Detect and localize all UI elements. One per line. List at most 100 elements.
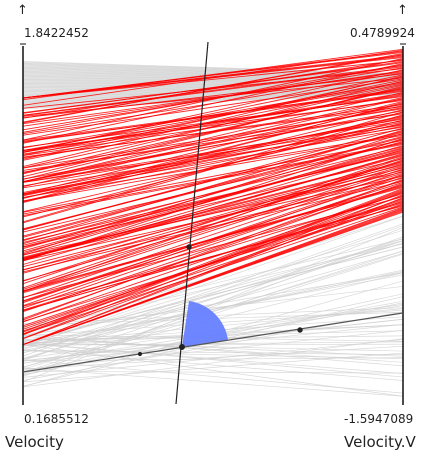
highlighted-data-line — [22, 84, 404, 169]
highlighted-data-line — [22, 179, 404, 309]
highlighted-data-line — [22, 65, 404, 116]
highlighted-data-line — [22, 206, 404, 335]
context-data-line — [22, 342, 404, 378]
highlighted-data-line — [22, 190, 404, 336]
highlighted-data-line — [22, 168, 404, 292]
context-data-line — [22, 250, 404, 359]
brush-axis-vertical — [175, 41, 209, 405]
highlighted-data-line — [22, 102, 404, 203]
highlighted-data-line — [22, 129, 404, 242]
context-data-line — [22, 349, 404, 381]
highlighted-data-line — [22, 146, 404, 241]
highlighted-data-line — [22, 52, 404, 124]
context-data-line — [22, 81, 404, 83]
highlighted-data-line — [22, 153, 404, 265]
highlighted-data-line — [22, 101, 404, 195]
angle-wedge-marker — [182, 301, 228, 347]
highlighted-data-line — [22, 182, 404, 319]
brush-handle-dot — [297, 327, 303, 333]
context-data-line — [22, 342, 404, 352]
highlighted-data-line — [22, 97, 404, 188]
highlighted-data-line — [22, 194, 404, 346]
context-data-line — [22, 370, 404, 374]
context-data-line — [22, 242, 404, 354]
highlighted-data-line — [22, 136, 404, 238]
context-data-line — [22, 223, 404, 357]
highlighted-data-line — [22, 110, 404, 182]
highlighted-data-line — [22, 191, 404, 339]
highlighted-data-line — [22, 156, 404, 285]
highlighted-data-line — [22, 127, 404, 231]
highlighted-data-line — [22, 63, 404, 144]
highlighted-data-line — [22, 75, 404, 167]
left-axis-name: Velocity — [5, 433, 64, 451]
highlighted-data-line — [22, 188, 404, 333]
highlighted-data-line — [22, 174, 404, 307]
highlighted-data-line — [22, 145, 404, 256]
highlighted-data-line — [22, 170, 404, 299]
context-data-line — [22, 240, 404, 350]
highlighted-data-line — [22, 77, 404, 117]
highlighted-data-line — [22, 199, 404, 328]
highlighted-data-line — [22, 111, 404, 223]
highlighted-data-line — [22, 125, 404, 202]
context-data-line — [22, 343, 404, 346]
highlighted-data-line — [22, 128, 404, 195]
highlighted-data-line — [22, 81, 404, 149]
highlighted-data-line — [22, 207, 404, 346]
highlighted-data-line — [22, 61, 404, 114]
highlighted-data-line — [22, 165, 404, 274]
highlighted-data-line — [22, 159, 404, 289]
highlighted-data-line — [22, 58, 404, 141]
highlighted-data-line — [22, 66, 404, 117]
highlighted-data-line — [22, 48, 404, 101]
highlighted-data-line — [22, 60, 404, 99]
highlighted-data-line — [22, 149, 404, 260]
left-axis-min-label: 0.1685512 — [24, 412, 89, 426]
highlighted-data-line — [22, 59, 404, 119]
highlighted-data-line — [22, 109, 404, 203]
highlighted-data-line — [22, 197, 404, 346]
brush-handle-dot — [186, 244, 192, 250]
context-data-line — [22, 90, 404, 101]
brush-overlay — [20, 41, 406, 405]
highlighted-data-line — [22, 96, 404, 183]
highlighted-data-line — [22, 91, 404, 183]
highlighted-data-line — [22, 189, 404, 335]
brush-handle-dot — [179, 344, 185, 350]
context-data-line — [22, 84, 404, 89]
highlighted-data-line — [22, 115, 404, 196]
highlighted-data-line — [22, 98, 404, 156]
highlighted-data-line — [22, 169, 404, 268]
right-axis-min-label: -1.5947089 — [344, 412, 414, 426]
context-data-line — [22, 344, 404, 397]
context-data-line — [22, 80, 404, 83]
context-data-line — [22, 230, 404, 346]
context-data-line — [22, 89, 404, 100]
highlighted-data-line — [22, 80, 404, 174]
highlighted-data-line — [22, 176, 404, 302]
right-axis-max-label: 0.4789924 — [350, 26, 415, 40]
highlighted-data-line — [22, 186, 404, 294]
context-data-line — [22, 84, 404, 88]
highlighted-data-line — [22, 78, 404, 136]
context-data-line — [22, 88, 404, 97]
right-axis-arrow-icon: ↑ — [397, 3, 408, 18]
highlighted-data-line — [22, 158, 404, 248]
highlighted-data-line — [22, 114, 404, 224]
left-axis-arrow-icon: ↑ — [17, 3, 28, 18]
highlighted-data-line — [22, 93, 404, 155]
context-data-line — [22, 345, 404, 370]
context-data-line — [22, 343, 404, 374]
right-axis-name: Velocity.V — [344, 433, 416, 451]
highlighted-data-line — [22, 122, 404, 213]
highlighted-data-line — [22, 126, 404, 189]
context-data-line — [22, 367, 404, 397]
highlighted-data-line — [22, 173, 404, 304]
highlighted-data-line — [22, 132, 404, 255]
context-data-line — [22, 350, 404, 359]
context-data-line — [22, 63, 404, 75]
highlighted-data-line — [22, 157, 404, 292]
context-data-line — [22, 64, 404, 76]
